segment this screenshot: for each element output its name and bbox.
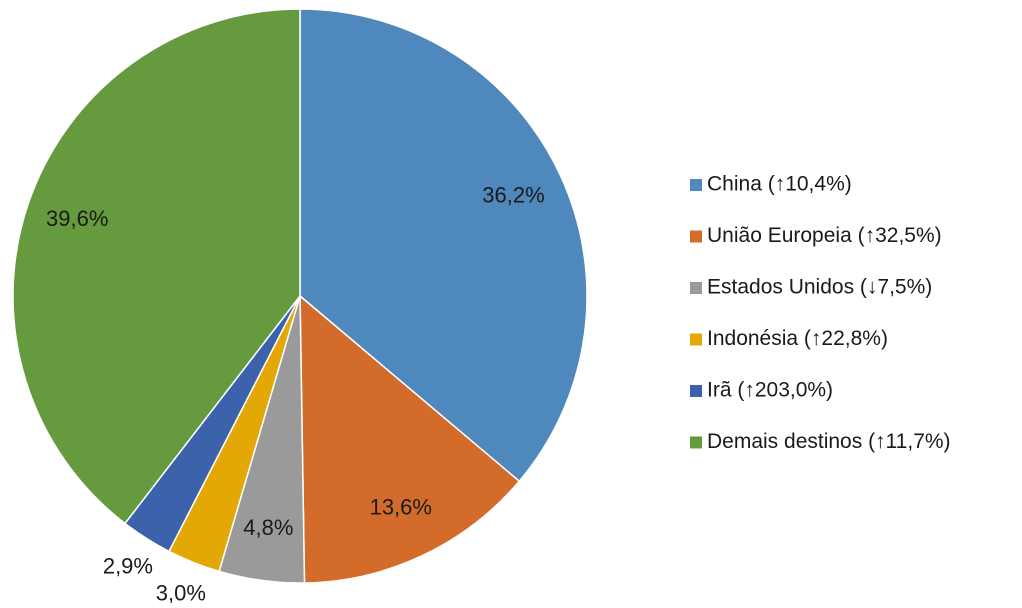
data-label: 3,0% — [156, 580, 206, 603]
data-label: 36,2% — [482, 183, 544, 208]
legend-label: Indonésia (↑22,8%) — [707, 327, 888, 350]
data-label: 2,9% — [103, 553, 153, 578]
data-label: 13,6% — [370, 494, 432, 519]
pie-slice — [299, 294, 521, 584]
legend-swatch — [690, 230, 702, 243]
pie-slice — [12, 8, 301, 525]
pie-slice — [299, 8, 588, 483]
legend-label: Demais destinos (↑11,7%) — [707, 430, 951, 453]
data-label: 4,8% — [243, 515, 293, 540]
legend-label: Irã (↑203,0%) — [707, 379, 833, 402]
legend-label: União Europeia (↑32,5%) — [707, 224, 942, 247]
legend-swatch — [690, 179, 702, 191]
legend-swatch — [690, 385, 702, 397]
legend-swatch — [690, 282, 702, 294]
legend-label: China (↑10,4%) — [707, 173, 852, 196]
data-label: 39,6% — [46, 206, 108, 231]
legend-swatch — [690, 333, 702, 346]
legend-label: Estados Unidos (↓7,5%) — [707, 276, 932, 299]
legend-swatch — [690, 436, 702, 449]
